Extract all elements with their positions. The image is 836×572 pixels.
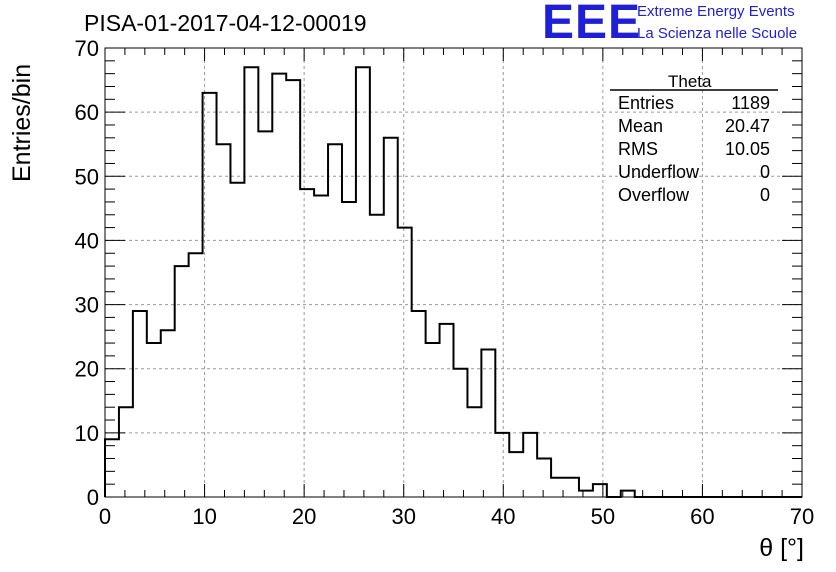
y-tick-label: 40 (75, 228, 99, 253)
y-tick-label: 70 (75, 36, 99, 61)
y-tick-label: 60 (75, 100, 99, 125)
stats-label: Overflow (618, 185, 690, 205)
y-tick-label: 50 (75, 164, 99, 189)
stats-value: 20.47 (724, 116, 770, 136)
x-tick-label: 70 (790, 504, 814, 529)
logo-line-1: Extreme Energy Events (637, 3, 795, 20)
y-axis-label: Entries/bin (8, 63, 36, 182)
x-tick-label: 60 (690, 504, 714, 529)
stats-value: 1189 (731, 93, 770, 113)
grid-lines (105, 48, 802, 497)
y-tick-label: 20 (75, 357, 99, 382)
chart-title: PISA-01-2017-04-12-00019 (84, 10, 367, 36)
stats-row-mean: Mean 20.47 (618, 116, 770, 137)
x-tick-label: 40 (491, 504, 515, 529)
histogram-line (104, 66, 802, 498)
stats-row-underflow: Underflow 0 (618, 162, 770, 183)
axis-ticks (104, 47, 803, 498)
x-tick-label: 20 (292, 504, 316, 529)
x-tick-label: 50 (591, 504, 615, 529)
stats-value: 10.05 (724, 139, 770, 159)
eee-logo: EEE (542, 0, 642, 49)
plot-frame (104, 47, 803, 498)
x-axis-label: θ [°] (759, 534, 804, 562)
stats-row-entries: Entries 1189 (618, 93, 770, 114)
x-tick-label: 0 (99, 504, 111, 529)
stats-value: 0 (759, 162, 770, 182)
y-tick-label: 30 (75, 293, 99, 318)
stats-value: 0 (759, 185, 770, 205)
stats-row-overflow: Overflow 0 (618, 185, 770, 206)
y-tick-label: 10 (75, 421, 99, 446)
stats-label: RMS (618, 139, 658, 159)
stats-label: Entries (618, 93, 675, 113)
stats-box-title: Theta (668, 72, 712, 91)
stats-label: Mean (618, 116, 664, 136)
logo-line-2: La Scienza nelle Scuole (637, 25, 798, 42)
stats-row-rms: RMS 10.05 (618, 139, 770, 160)
stats-label: Underflow (618, 162, 700, 182)
x-tick-label: 10 (192, 504, 216, 529)
y-tick-label: 0 (87, 485, 99, 510)
tick-labels: 0 10 20 30 40 50 60 70 0 10 20 30 40 50 60 70 (75, 36, 815, 529)
x-tick-label: 30 (391, 504, 415, 529)
